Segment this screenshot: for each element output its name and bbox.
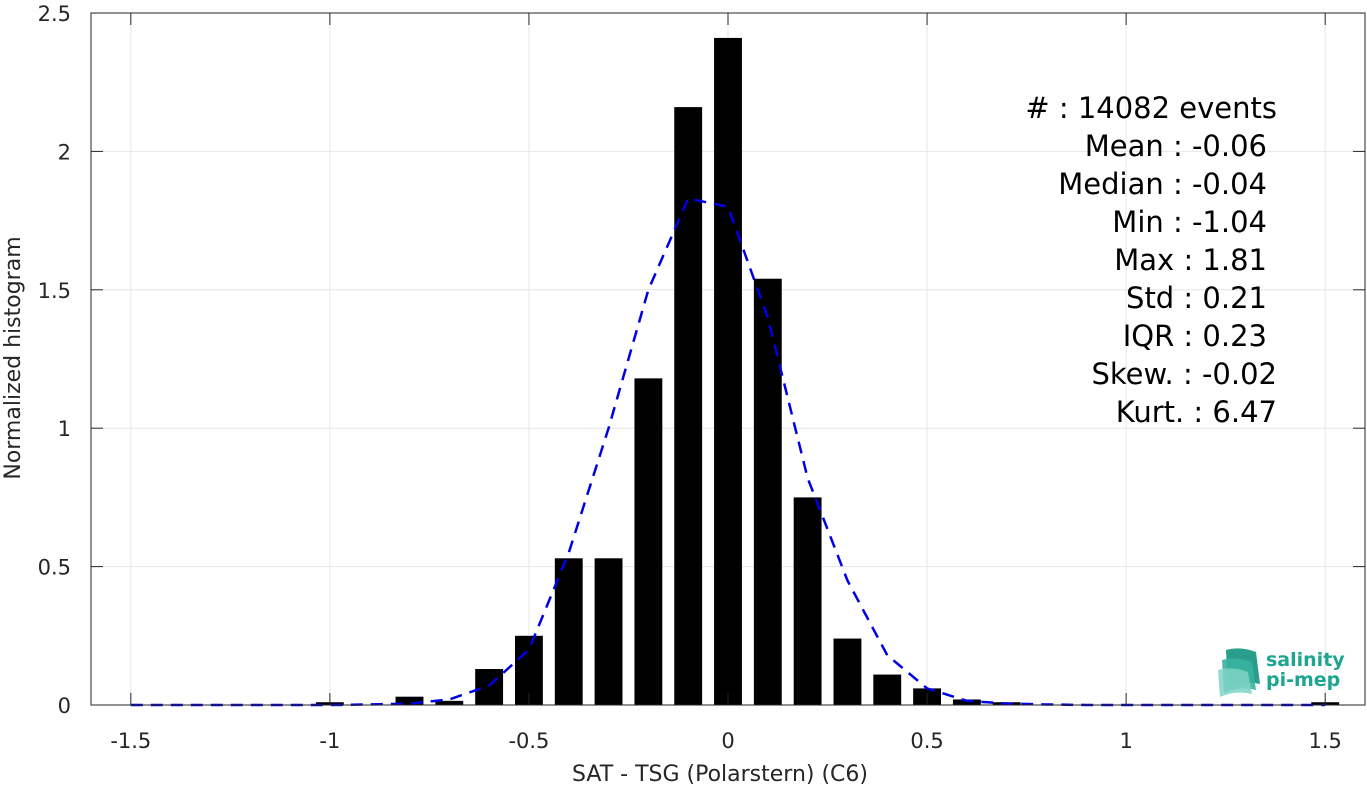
stat-min: Min : -1.04 — [1112, 205, 1267, 239]
histogram-bar — [594, 558, 623, 705]
x-axis-ticks: -1.5 -1 -0.5 0 0.5 1 1.5 — [110, 13, 1342, 753]
y-axis-label: Normalized histogram — [1, 236, 26, 479]
histogram-bars — [315, 37, 1340, 706]
histogram-bar — [793, 497, 822, 705]
x-tick-label: -1.5 — [110, 729, 151, 753]
y-tick-label: 2.5 — [38, 2, 71, 26]
x-tick-label: -0.5 — [508, 729, 549, 753]
y-tick-label: 0.5 — [38, 556, 71, 580]
stat-kurt: Kurt. : 6.47 — [1116, 395, 1277, 429]
y-tick-label: 0 — [58, 694, 71, 718]
y-tick-label: 1.5 — [38, 279, 71, 303]
histogram-bar — [674, 107, 703, 705]
stats-box: # : 14082 events Mean : -0.06 Median : -… — [1025, 91, 1277, 429]
logo-line-pimep: pi-mep — [1266, 669, 1340, 691]
histogram-bar — [714, 37, 742, 706]
y-tick-label: 1 — [58, 417, 71, 441]
stat-skew: Skew. : -0.02 — [1091, 357, 1277, 391]
histogram-bar — [634, 378, 663, 705]
histogram-bar — [873, 674, 902, 705]
histogram-bar — [475, 669, 504, 705]
stat-std: Std : 0.21 — [1126, 281, 1267, 315]
x-tick-label: 0.5 — [910, 729, 943, 753]
histogram-bar — [753, 278, 782, 705]
x-axis-label: SAT - TSG (Polarstern) (C6) — [572, 762, 868, 785]
wave-logo-icon — [1218, 648, 1260, 697]
salinity-pi-mep-logo: salinity pi-mep — [1218, 648, 1345, 697]
x-tick-label: 0 — [721, 729, 734, 753]
logo-line-salinity: salinity — [1266, 649, 1345, 671]
stat-max: Max : 1.81 — [1114, 243, 1267, 277]
histogram-bar — [435, 700, 464, 705]
stat-mean: Mean : -0.06 — [1085, 129, 1267, 163]
x-tick-label: 1 — [1119, 729, 1132, 753]
histogram-bar — [833, 638, 862, 705]
histogram-bar — [554, 558, 583, 705]
histogram-bar — [395, 696, 424, 705]
y-tick-label: 2 — [58, 140, 71, 164]
stat-count: # : 14082 events — [1025, 91, 1277, 125]
stat-median: Median : -0.04 — [1058, 167, 1267, 201]
y-axis-ticks: 0 0.5 1 1.5 2 2.5 — [38, 2, 1365, 718]
x-tick-label: -1 — [319, 729, 340, 753]
stat-iqr: IQR : 0.23 — [1123, 319, 1267, 353]
x-tick-label: 1.5 — [1308, 729, 1341, 753]
histogram-bar — [952, 699, 981, 705]
